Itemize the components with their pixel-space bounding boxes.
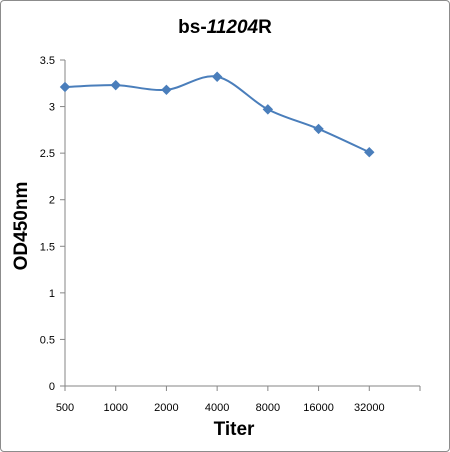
x-tick-label: 2000: [154, 402, 178, 414]
x-axis-title: Titer: [214, 419, 255, 440]
y-tick-label: 2.5: [40, 148, 55, 160]
x-tick-group: 500 1000 2000 4000 8000 16000 32000: [56, 386, 421, 414]
x-tick-label: 16000: [303, 402, 334, 414]
y-tick-label: 1.5: [40, 241, 55, 253]
x-tick-label: 8000: [256, 402, 280, 414]
y-tick-group: 0 0.5 1 1.5 2 2.5 3 3.5: [40, 55, 65, 393]
data-point-marker: [364, 147, 375, 158]
series-line: [64, 75, 370, 154]
x-tick-label: 500: [56, 402, 74, 414]
chart-title: bs-11204R: [178, 17, 272, 38]
y-tick-label: 0.5: [40, 334, 55, 346]
y-tick-label: 3.5: [40, 55, 55, 67]
y-axis-title: OD450nm: [11, 182, 32, 271]
title-part-prefix: bs-: [178, 17, 207, 38]
marker-group: [59, 71, 375, 158]
data-point-marker: [262, 104, 274, 115]
x-tick-label: 1000: [103, 402, 127, 414]
data-point-marker: [161, 84, 172, 96]
data-point-marker: [211, 71, 223, 82]
data-point-marker: [313, 123, 324, 135]
y-tick-label: 3: [49, 102, 55, 114]
data-point-marker: [59, 81, 71, 93]
title-part-suffix: R: [258, 17, 272, 38]
y-tick-label: 1: [49, 288, 55, 300]
x-tick-label: 32000: [354, 402, 385, 414]
y-tick-label: 2: [49, 195, 55, 207]
title-part-number: 11204: [207, 17, 259, 38]
x-tick-label: 4000: [205, 402, 229, 414]
data-point-marker: [110, 79, 121, 91]
y-tick-label: 0: [49, 381, 55, 393]
